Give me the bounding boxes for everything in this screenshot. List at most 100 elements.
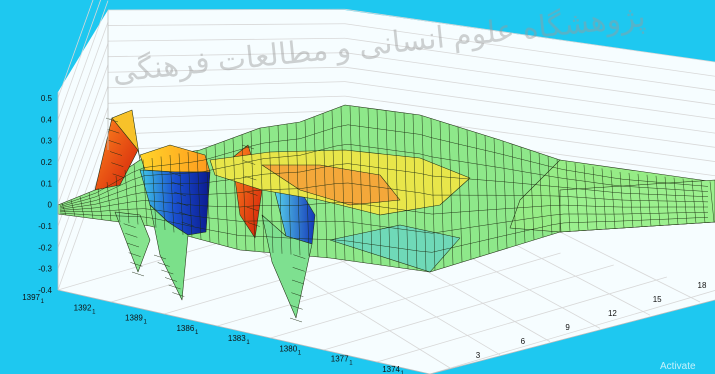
- mesh-line: [214, 144, 220, 245]
- mesh-line: [250, 131, 256, 252]
- wall-grid-line: [107, 110, 346, 120]
- mesh-line: [484, 135, 490, 254]
- mesh-line: [187, 151, 193, 238]
- surface-drop-left: [149, 204, 189, 301]
- z-axis: 0.5 0.4 0.3 0.2 0.1 0 -0.1 -0.2 -0.3 -0.4: [38, 94, 52, 295]
- mesh-line: [292, 267, 305, 272]
- floor-grid-line: [429, 290, 715, 374]
- year-tick-label: 1380: [279, 344, 297, 353]
- mesh-line: [511, 143, 517, 246]
- wall-grid-line: [107, 37, 346, 42]
- wall-grid-line: [107, 66, 346, 73]
- mesh-line: [293, 254, 306, 259]
- year-tick-subscript: 1: [298, 350, 302, 356]
- mesh-line: [125, 233, 138, 238]
- mesh-line: [126, 242, 140, 248]
- mesh-line: [547, 155, 553, 235]
- floor-grid-line: [323, 264, 614, 351]
- year-tick-subscript: 1: [401, 371, 405, 374]
- mesh-line: [574, 162, 580, 231]
- horizon-tick-label: 15: [653, 295, 662, 304]
- wall-grid-line: [107, 8, 346, 11]
- year-tick-label: 1386: [176, 324, 194, 333]
- wall-grid-line: [344, 95, 715, 148]
- mesh-line: [493, 138, 499, 252]
- mesh-line: [520, 146, 526, 243]
- floor-grid-line: [270, 252, 561, 339]
- year-tick-subscript: 1: [92, 309, 96, 315]
- z-grid-line: [57, 21, 109, 163]
- mesh-line: [115, 175, 121, 223]
- left-wall: [58, 10, 108, 290]
- z-tick-label: 0.2: [41, 158, 53, 167]
- wall-grid-line: [344, 52, 715, 106]
- mesh-line: [583, 164, 589, 231]
- mesh-line: [291, 292, 304, 297]
- mesh-line: [107, 128, 120, 134]
- year-tick-label: 1374: [382, 365, 400, 374]
- mesh-line: [322, 113, 328, 258]
- mesh-line: [205, 147, 211, 243]
- year-tick-label: 1377: [331, 355, 349, 364]
- mesh-line: [161, 269, 174, 275]
- mesh-line: [169, 154, 175, 233]
- mesh-line: [124, 169, 130, 224]
- mesh-line: [289, 317, 303, 323]
- mesh-line: [709, 181, 715, 223]
- mesh-line: [70, 199, 76, 217]
- z-tick-label: -0.3: [38, 265, 52, 274]
- mesh-line: [173, 191, 187, 197]
- mesh-line: [133, 163, 139, 225]
- z-grid-line: [57, 43, 109, 184]
- horizon-tick-label: 3: [476, 351, 481, 360]
- mesh-line: [556, 158, 562, 232]
- mesh-line: [111, 162, 124, 167]
- mesh-contour: [60, 208, 709, 234]
- year-tick-subscript: 1: [195, 330, 199, 336]
- wall-grid-line: [344, 37, 715, 91]
- surface-wall-right: [559, 179, 715, 233]
- mesh-line: [448, 124, 454, 265]
- mesh-line: [475, 132, 481, 257]
- mesh-line: [457, 126, 463, 263]
- mesh-line: [291, 279, 305, 285]
- mesh-line: [168, 284, 181, 290]
- mesh-line: [244, 175, 257, 181]
- mesh-line: [313, 116, 319, 257]
- mesh-contour: [59, 124, 709, 206]
- wall-grid-line: [107, 81, 346, 89]
- mesh-line: [61, 203, 67, 216]
- mesh-line: [176, 201, 189, 207]
- z-tick-label: -0.1: [38, 222, 52, 231]
- wall-grid-line: [107, 23, 346, 26]
- mesh-line: [286, 123, 292, 255]
- year-tick-label: 1397: [22, 293, 40, 302]
- mesh-line: [157, 262, 170, 267]
- wall-grid-line: [107, 95, 346, 104]
- z-tick-label: 0.5: [41, 94, 53, 103]
- wall-grid-line: [344, 8, 715, 63]
- mesh-line: [171, 181, 184, 187]
- mesh-contour: [59, 200, 708, 215]
- mesh-line: [112, 173, 125, 179]
- z-tick-label: -0.4: [38, 286, 52, 295]
- mesh-line: [160, 156, 166, 231]
- mesh-line: [502, 140, 508, 249]
- mesh-line: [430, 118, 436, 271]
- mesh-line: [529, 149, 535, 241]
- mesh-line: [277, 125, 283, 254]
- mesh-line: [601, 168, 607, 230]
- horizon-tick-label: 6: [521, 337, 526, 346]
- mesh-line: [331, 109, 337, 259]
- wall-grid-line: [344, 66, 715, 120]
- mesh-line: [164, 277, 178, 282]
- mesh-line: [153, 254, 167, 260]
- z-grid-line: [57, 0, 109, 141]
- year-tick-subscript: 1: [246, 340, 250, 346]
- mesh-line: [232, 137, 238, 250]
- mesh-line: [565, 161, 571, 232]
- mesh-line: [247, 222, 260, 227]
